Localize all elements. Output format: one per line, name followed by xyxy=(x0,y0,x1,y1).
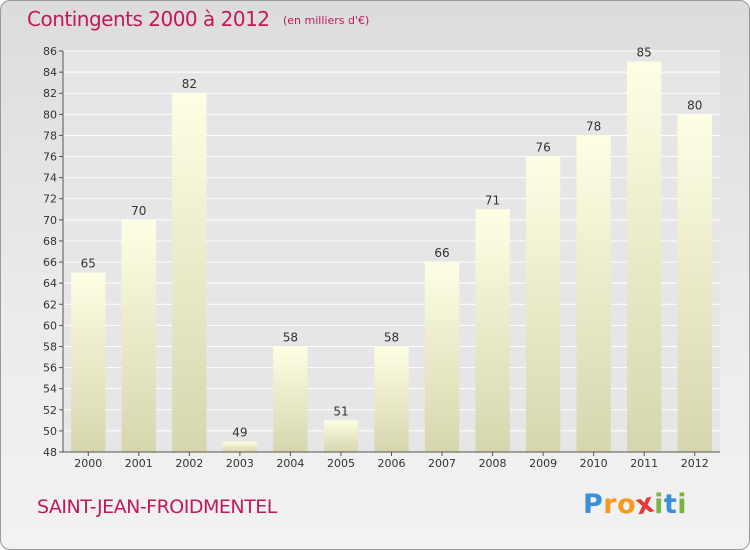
data-label-2001: 70 xyxy=(131,204,146,218)
logo-letter: o xyxy=(617,489,637,520)
bar-2004 xyxy=(273,346,308,452)
x-tick-label-2007: 2007 xyxy=(428,457,456,470)
y-tick-label: 52 xyxy=(43,404,57,417)
y-tick-label: 72 xyxy=(43,193,57,206)
x-tick-label-2002: 2002 xyxy=(175,457,203,470)
bar-2003 xyxy=(222,441,258,452)
data-label-2009: 76 xyxy=(535,141,550,155)
bar-2012 xyxy=(677,114,712,452)
y-tick-label: 48 xyxy=(43,446,57,459)
bar-2008 xyxy=(475,209,510,452)
logo-letter: i xyxy=(654,489,664,520)
x-tick-label-2005: 2005 xyxy=(327,457,355,470)
data-label-2008: 71 xyxy=(485,193,500,207)
y-tick-label: 60 xyxy=(43,319,57,332)
x-tick-label-2001: 2001 xyxy=(125,457,153,470)
y-tick-label: 80 xyxy=(43,108,57,121)
x-axis-ticks: 2000 2001 2002 2003 2004 2005 2006 2007 2008 2009… xyxy=(74,452,709,470)
bar-2011 xyxy=(627,61,662,452)
y-tick-label: 64 xyxy=(43,277,57,290)
data-label-2011: 85 xyxy=(637,46,652,60)
y-tick-label: 82 xyxy=(43,87,57,100)
x-tick-label-2010: 2010 xyxy=(580,457,608,470)
y-axis-ticks: 48 50 52 54 56 58 60 62 64 66 68 70 72 74 76 78 80 82 84 86 xyxy=(43,45,63,459)
bar-2010 xyxy=(576,135,611,452)
data-label-2010: 78 xyxy=(586,119,601,133)
bar-2002 xyxy=(172,93,207,453)
data-label-2003: 49 xyxy=(232,425,247,439)
bar-2001 xyxy=(121,219,156,452)
y-tick-label: 86 xyxy=(43,45,57,58)
y-tick-label: 54 xyxy=(43,383,57,396)
y-tick-label: 70 xyxy=(43,214,57,227)
data-labels: 65 70 82 49 58 51 58 66 71 76 78 85 80 xyxy=(81,46,703,440)
y-tick-label: 62 xyxy=(43,298,57,311)
data-label-2006: 58 xyxy=(384,330,399,344)
bar-2009 xyxy=(525,156,561,453)
y-tick-label: 58 xyxy=(43,340,57,353)
logo-letter: t xyxy=(663,489,678,520)
x-tick-label-2004: 2004 xyxy=(276,457,304,470)
logo-letter: P xyxy=(583,489,604,520)
bar-2000 xyxy=(71,272,106,452)
y-tick-label: 74 xyxy=(43,172,57,185)
data-label-2007: 66 xyxy=(434,246,449,260)
x-tick-label-2009: 2009 xyxy=(529,457,557,470)
y-tick-label: 68 xyxy=(43,235,57,248)
y-tick-label: 50 xyxy=(43,425,57,438)
x-tick-label-2012: 2012 xyxy=(681,457,709,470)
bar-2005 xyxy=(323,420,359,452)
y-tick-label: 56 xyxy=(43,362,57,375)
x-tick-label-2011: 2011 xyxy=(630,457,658,470)
commune-name: SAINT-JEAN-FROIDMENTEL xyxy=(37,496,277,518)
x-tick-label-2000: 2000 xyxy=(74,457,102,470)
chart-subtitle: (en milliers d'€) xyxy=(283,14,370,27)
data-label-2004: 58 xyxy=(283,330,298,344)
x-tick-label-2003: 2003 xyxy=(226,457,254,470)
bar-2007 xyxy=(424,262,460,452)
data-label-2002: 82 xyxy=(182,77,197,91)
data-label-2005: 51 xyxy=(333,404,348,418)
x-tick-label-2006: 2006 xyxy=(378,457,406,470)
bar-2006 xyxy=(374,346,409,452)
y-tick-label: 78 xyxy=(43,129,57,142)
x-tick-label-2008: 2008 xyxy=(479,457,507,470)
data-label-2000: 65 xyxy=(81,257,96,271)
y-tick-label: 84 xyxy=(43,66,57,79)
data-label-2012: 80 xyxy=(687,98,702,112)
chart-title: Contingents 2000 à 2012 xyxy=(27,7,270,31)
bars xyxy=(71,61,712,453)
y-tick-label: 66 xyxy=(43,256,57,269)
y-tick-label: 76 xyxy=(43,151,57,164)
logo-letter: r xyxy=(603,489,618,520)
proxiti-logo: Proxiti xyxy=(583,487,688,521)
logo-letter: i xyxy=(677,489,688,520)
